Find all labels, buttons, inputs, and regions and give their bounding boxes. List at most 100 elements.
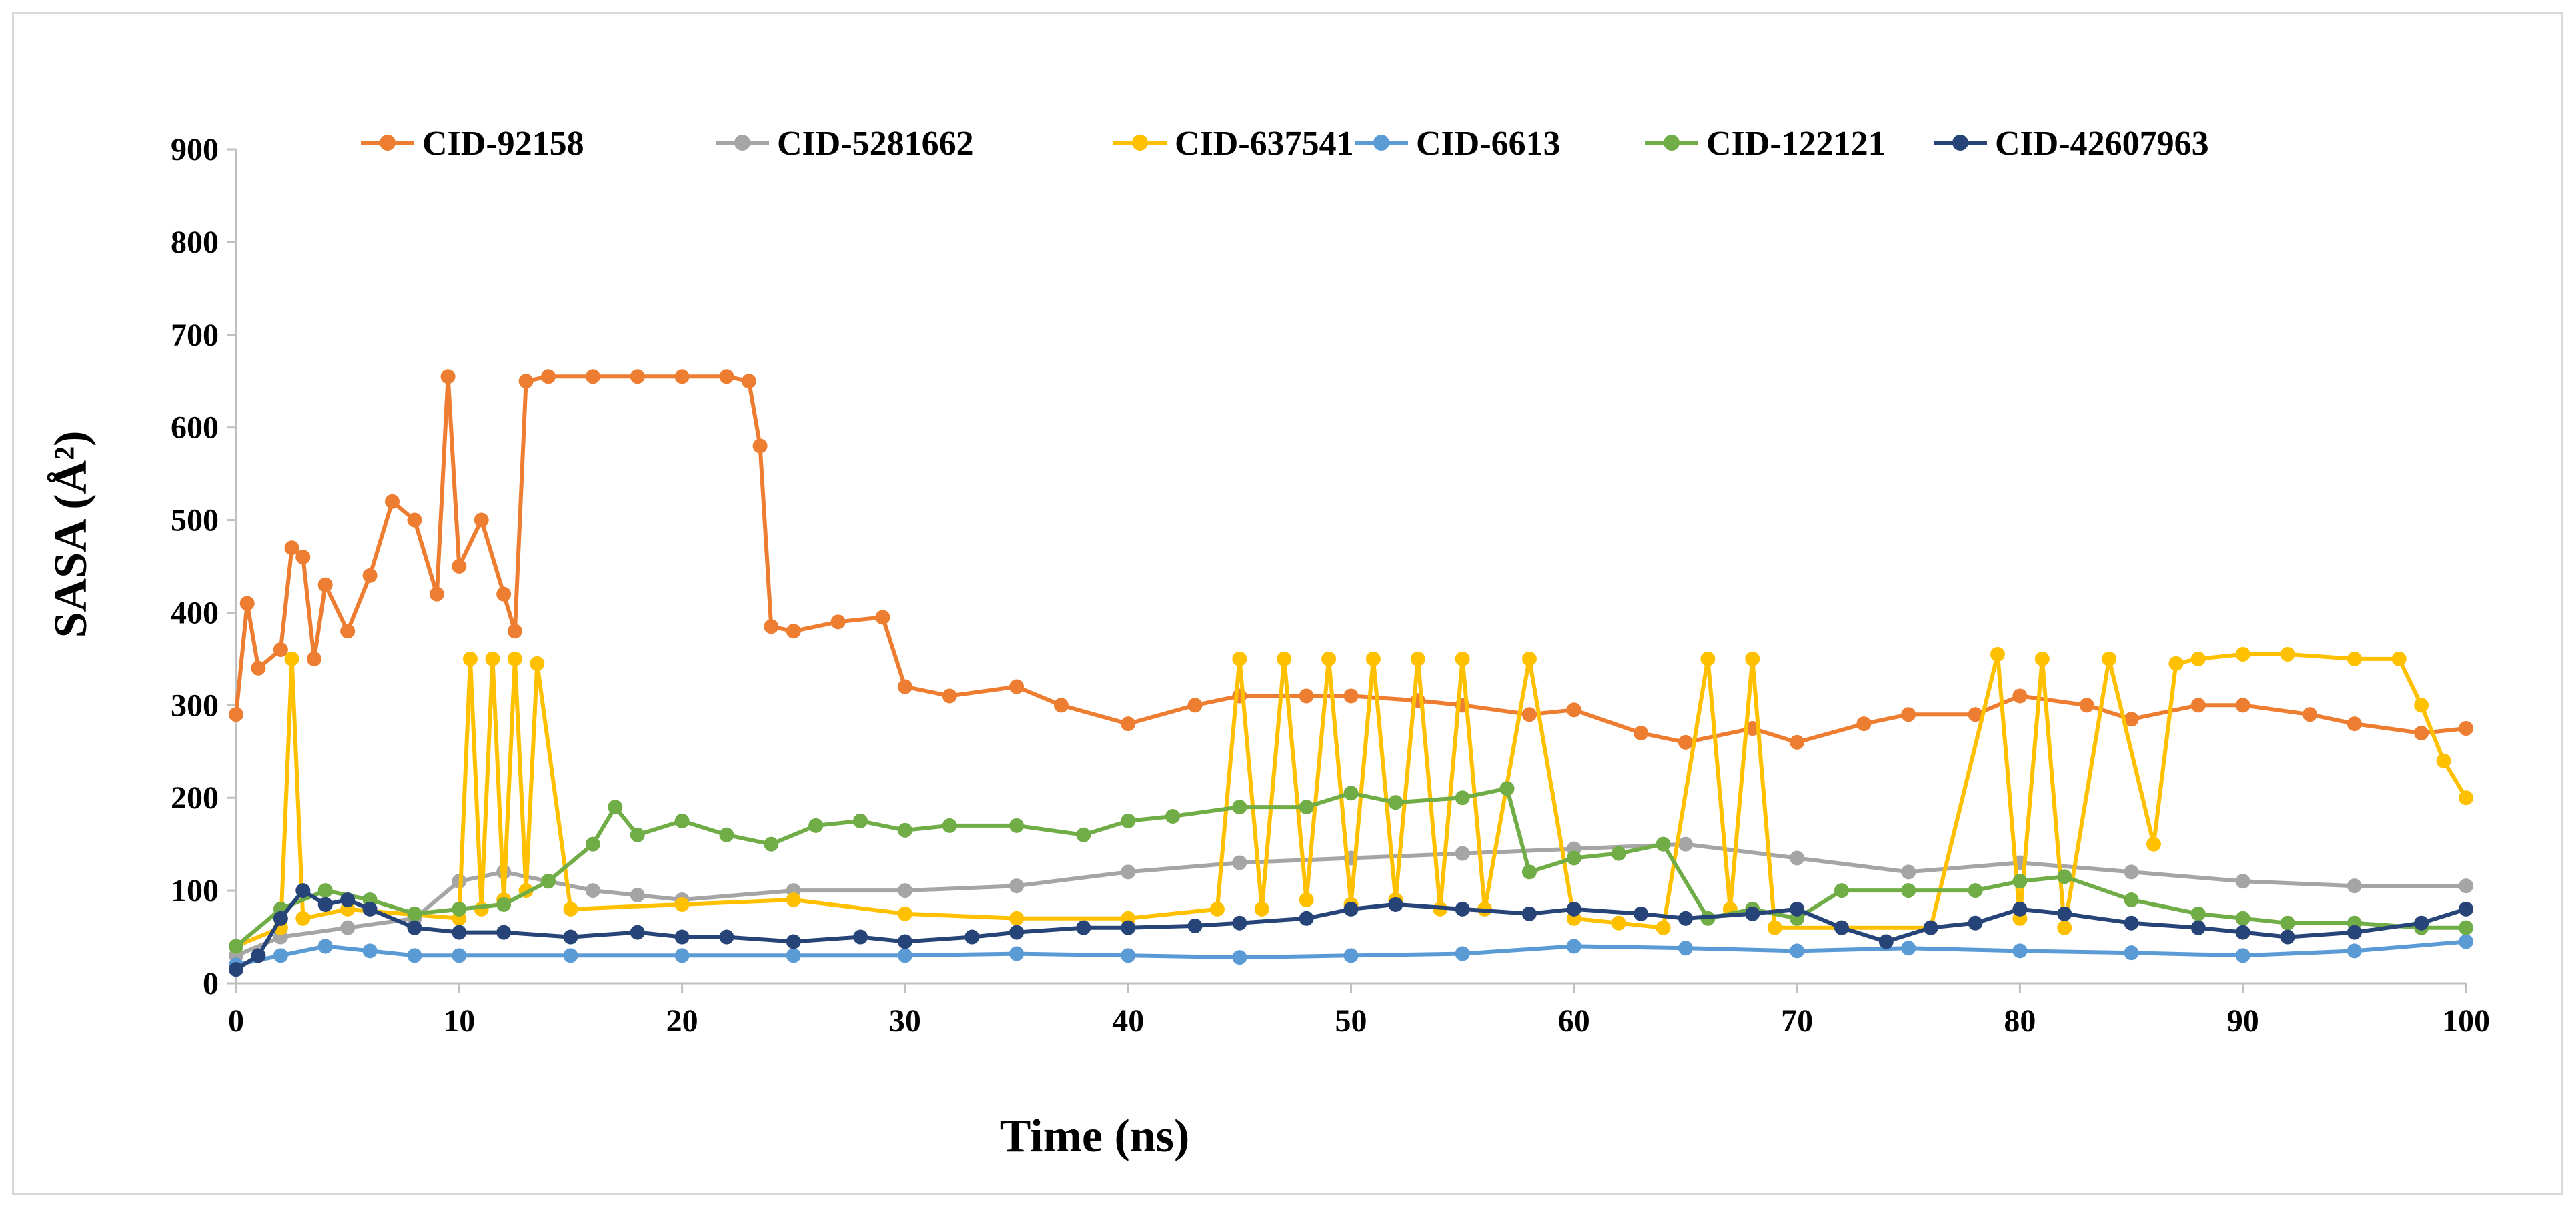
data-point bbox=[1834, 883, 1849, 898]
data-point bbox=[1121, 864, 1136, 880]
data-point bbox=[1232, 855, 1247, 870]
x-tick-label: 20 bbox=[666, 1003, 698, 1039]
data-point bbox=[1121, 920, 1136, 935]
data-point bbox=[1745, 906, 1760, 921]
series-line-cid-42607963 bbox=[235, 888, 2467, 971]
data-point bbox=[2347, 716, 2362, 732]
data-point bbox=[1455, 651, 1470, 666]
data-point bbox=[585, 369, 600, 384]
data-point bbox=[1343, 901, 1359, 917]
data-point bbox=[897, 679, 912, 694]
data-point bbox=[585, 836, 600, 852]
data-point bbox=[1187, 918, 1203, 933]
legend-item-cid-122121: CID-122121 bbox=[1645, 125, 1886, 163]
data-point bbox=[1790, 850, 1805, 866]
data-point bbox=[964, 929, 980, 945]
data-point bbox=[273, 948, 288, 963]
data-point bbox=[2280, 915, 2295, 931]
legend-label: CID-637541 bbox=[1175, 125, 1354, 163]
data-point bbox=[1277, 651, 1292, 666]
data-point bbox=[1232, 915, 1247, 931]
y-tick-label: 0 bbox=[203, 966, 219, 1001]
data-point bbox=[2034, 651, 2050, 666]
series-line-cid-5281662 bbox=[235, 842, 2466, 958]
data-point bbox=[786, 948, 801, 963]
data-point bbox=[541, 874, 556, 889]
data-point bbox=[440, 369, 456, 384]
legend-item-cid-637541: CID-637541 bbox=[1113, 125, 1354, 163]
data-point bbox=[1901, 941, 1916, 956]
data-point bbox=[2235, 874, 2250, 889]
series-line-cid-92158 bbox=[234, 374, 2467, 744]
data-point bbox=[1678, 911, 1693, 926]
data-point bbox=[1009, 818, 1025, 833]
data-point bbox=[295, 883, 311, 898]
data-point bbox=[407, 906, 422, 921]
data-point bbox=[463, 651, 478, 666]
data-point bbox=[2102, 651, 2117, 666]
data-point bbox=[1901, 864, 1916, 880]
data-point bbox=[452, 559, 467, 574]
data-point bbox=[229, 707, 243, 722]
data-point bbox=[295, 550, 311, 565]
data-point bbox=[317, 939, 333, 954]
data-point bbox=[1076, 920, 1091, 935]
data-point bbox=[1566, 939, 1581, 954]
data-point bbox=[452, 901, 467, 917]
data-point bbox=[897, 948, 912, 963]
data-point bbox=[719, 929, 734, 945]
data-point bbox=[2459, 920, 2473, 935]
data-point bbox=[1656, 836, 1671, 852]
data-point bbox=[2347, 651, 2362, 666]
data-point bbox=[897, 934, 912, 949]
data-point bbox=[1053, 698, 1069, 713]
data-point bbox=[1121, 716, 1136, 732]
data-point bbox=[407, 920, 422, 935]
data-point bbox=[2146, 836, 2161, 852]
data-point bbox=[2436, 753, 2451, 768]
data-point bbox=[2235, 925, 2250, 940]
y-tick-label: 500 bbox=[171, 503, 219, 538]
data-point bbox=[563, 929, 578, 945]
data-point bbox=[1009, 911, 1025, 926]
data-point bbox=[1923, 920, 1938, 935]
data-point bbox=[2235, 948, 2250, 963]
data-point bbox=[2347, 878, 2362, 894]
data-point bbox=[496, 896, 512, 912]
y-tick-label: 700 bbox=[171, 318, 219, 353]
series-cid-42607963 bbox=[229, 883, 2473, 977]
data-point bbox=[251, 948, 266, 963]
y-tick-label: 300 bbox=[171, 688, 219, 723]
data-point bbox=[541, 369, 556, 384]
data-point bbox=[830, 614, 846, 630]
data-point bbox=[2057, 869, 2072, 884]
sasa-line-chart: CID-92158 CID-5281662 CID-637541 CID-6613 CI… bbox=[45, 125, 2490, 1162]
data-point bbox=[1232, 651, 1247, 666]
data-point bbox=[1388, 795, 1403, 810]
data-point bbox=[2280, 646, 2295, 662]
data-point bbox=[2459, 790, 2473, 806]
data-point bbox=[786, 934, 801, 949]
data-point bbox=[1299, 688, 1314, 704]
x-tick-label: 100 bbox=[2442, 1003, 2490, 1039]
data-point bbox=[2459, 934, 2473, 949]
data-point bbox=[1365, 651, 1381, 666]
data-point bbox=[2012, 901, 2028, 917]
data-point bbox=[284, 651, 299, 666]
data-point bbox=[429, 586, 444, 602]
data-point bbox=[251, 660, 266, 676]
data-point bbox=[2414, 726, 2429, 740]
data-point bbox=[452, 948, 467, 963]
data-point bbox=[1790, 943, 1805, 959]
data-point bbox=[1232, 950, 1247, 965]
data-point bbox=[1187, 698, 1203, 713]
legend-label: CID-42607963 bbox=[1995, 125, 2209, 163]
legend-swatch-marker bbox=[1132, 135, 1148, 151]
data-point bbox=[1455, 901, 1470, 917]
data-point bbox=[897, 883, 912, 898]
data-point bbox=[2190, 698, 2206, 713]
data-point bbox=[507, 624, 522, 639]
data-point bbox=[1745, 651, 1760, 666]
data-point bbox=[764, 619, 779, 634]
y-tick-label: 800 bbox=[171, 225, 219, 260]
